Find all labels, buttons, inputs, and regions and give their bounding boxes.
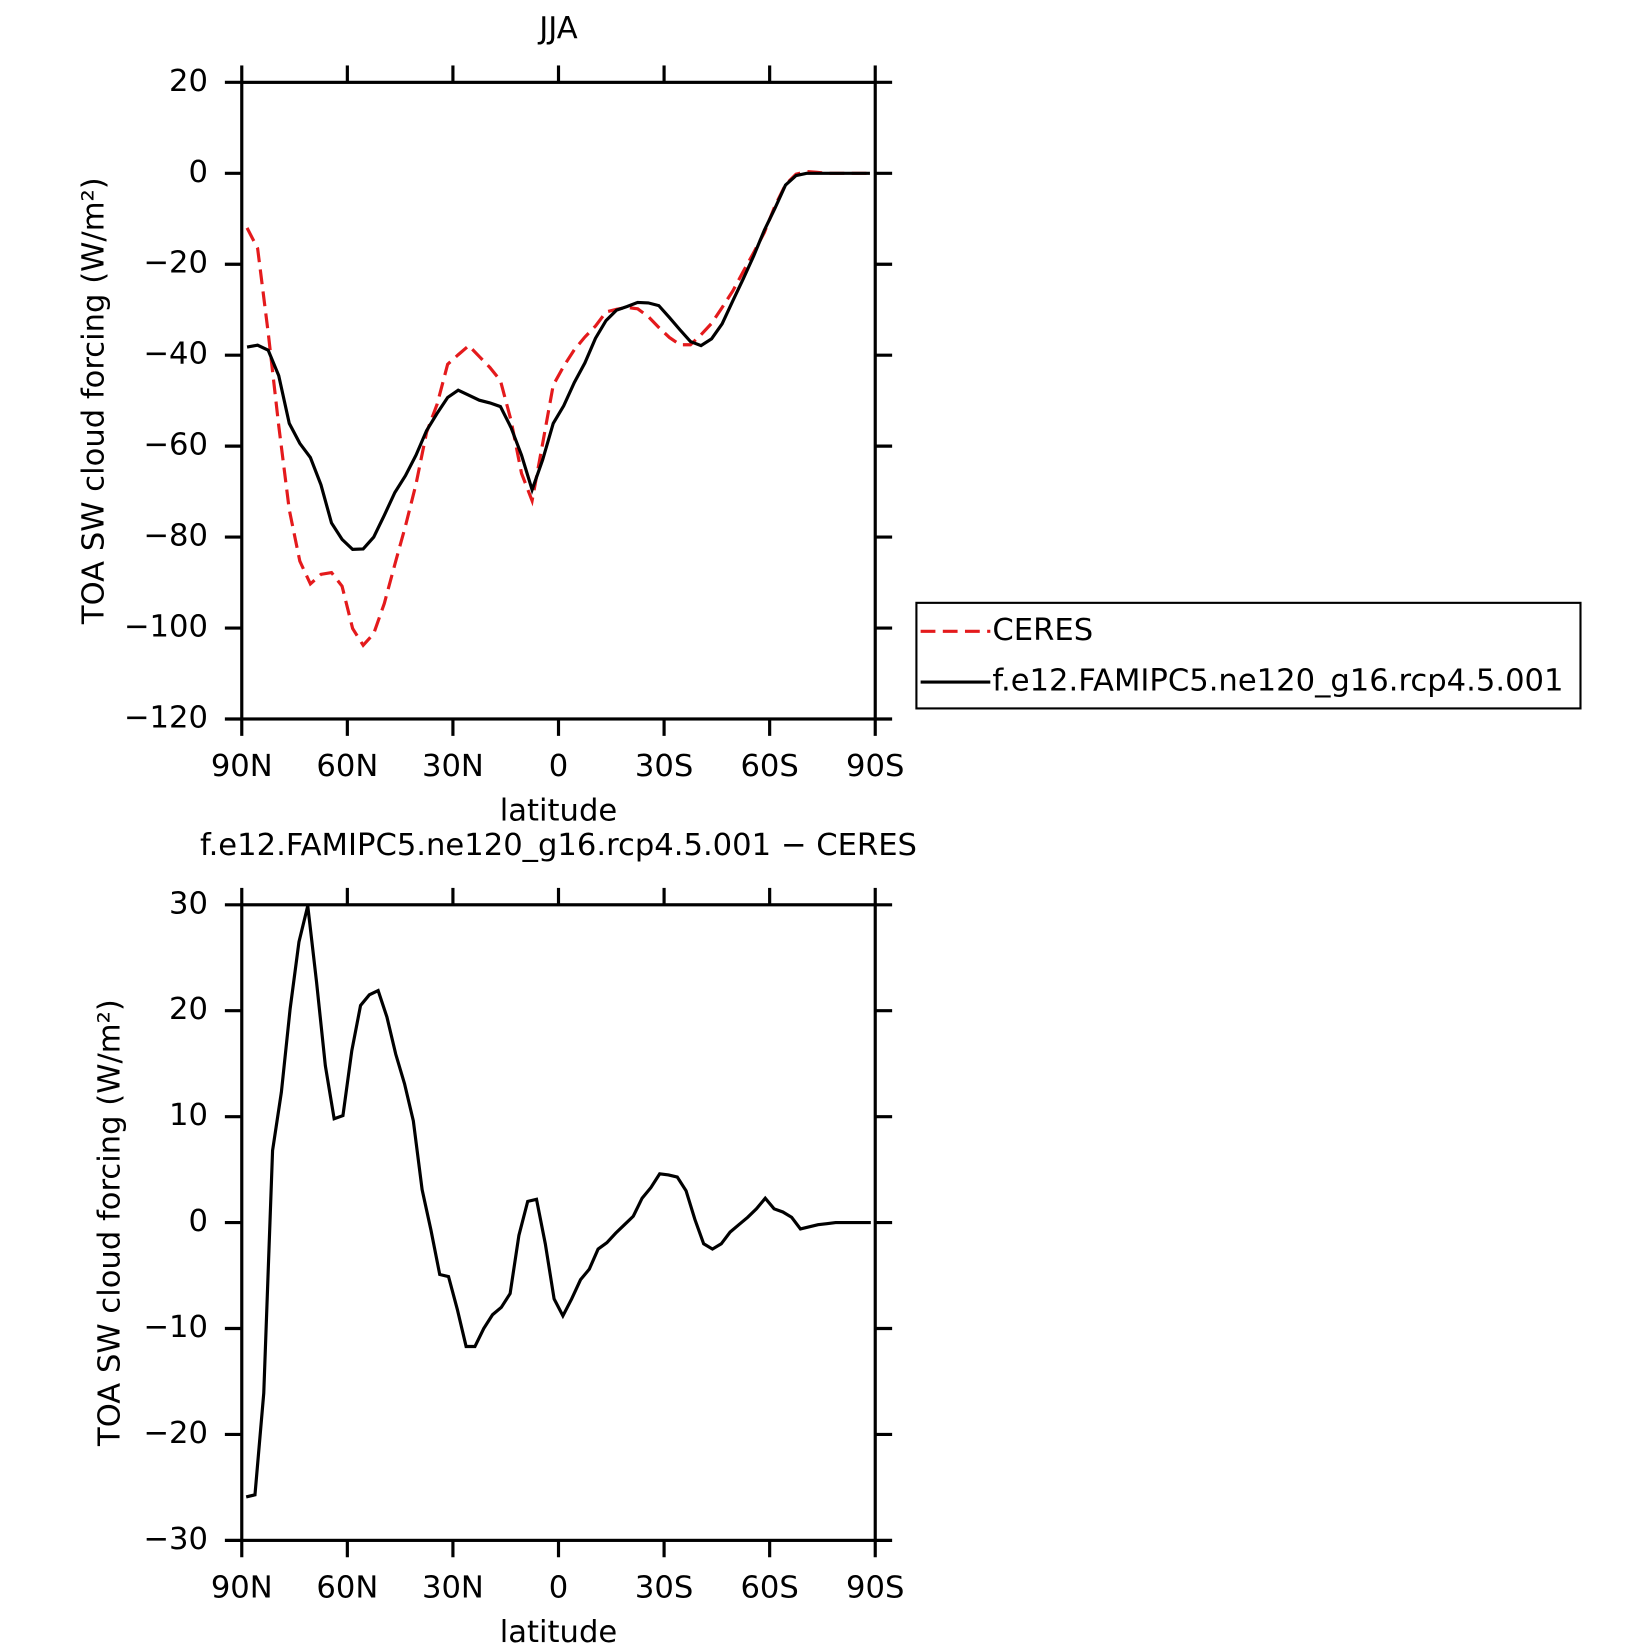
x-tick-label: 60S (740, 749, 798, 784)
plot-frame (240, 80, 877, 721)
x-tick-label: 0 (549, 749, 568, 784)
y-tick-label: −120 (124, 700, 208, 735)
x-tick-label: 60N (316, 749, 378, 784)
y-tick-label: −100 (124, 610, 208, 645)
y-axis-label: TOA SW cloud forcing (W/m²) (77, 177, 112, 625)
legend-label: f.e12.FAMIPC5.ne120_g16.rcp4.5.001 (992, 664, 1563, 699)
x-tick-label: 90N (211, 749, 273, 784)
y-tick-label: 30 (169, 886, 208, 921)
x-tick-label: 90S (846, 749, 904, 784)
series-line (245, 905, 871, 1499)
x-tick-label: 90N (211, 1570, 273, 1605)
series-line (245, 169, 870, 648)
y-tick-label: −30 (143, 1522, 208, 1557)
y-axis-label: TOA SW cloud forcing (W/m²) (92, 999, 127, 1447)
y-tick-label: −40 (143, 337, 208, 372)
x-tick-label: 60S (740, 1570, 798, 1605)
x-tick-label: 30N (422, 1570, 484, 1605)
series-line (246, 171, 870, 551)
y-tick-label: −10 (143, 1310, 208, 1345)
x-tick-label: 60N (316, 1570, 378, 1605)
y-tick-label: 0 (189, 155, 208, 190)
y-tick-label: 10 (169, 1098, 208, 1133)
x-tick-label: 90S (846, 1570, 904, 1605)
y-tick-label: −20 (143, 1416, 208, 1451)
chart-title: JJA (537, 11, 578, 46)
x-tick-label: 0 (549, 1570, 568, 1605)
chart-title: f.e12.FAMIPC5.ne120_g16.rcp4.5.001 − CER… (200, 828, 917, 863)
x-tick-label: 30S (635, 749, 693, 784)
x-axis-label: latitude (500, 793, 617, 828)
x-axis-label: latitude (500, 1615, 617, 1647)
y-tick-label: 20 (169, 992, 208, 1027)
y-tick-label: −80 (143, 519, 208, 554)
y-tick-label: 0 (189, 1204, 208, 1239)
legend-box (915, 601, 1582, 710)
y-tick-label: −20 (143, 246, 208, 281)
y-tick-label: −60 (143, 428, 208, 463)
y-tick-label: 20 (169, 64, 208, 99)
plot-frame (240, 903, 877, 1542)
x-tick-label: 30N (422, 749, 484, 784)
legend-label: CERES (992, 613, 1093, 648)
x-tick-label: 30S (635, 1570, 693, 1605)
